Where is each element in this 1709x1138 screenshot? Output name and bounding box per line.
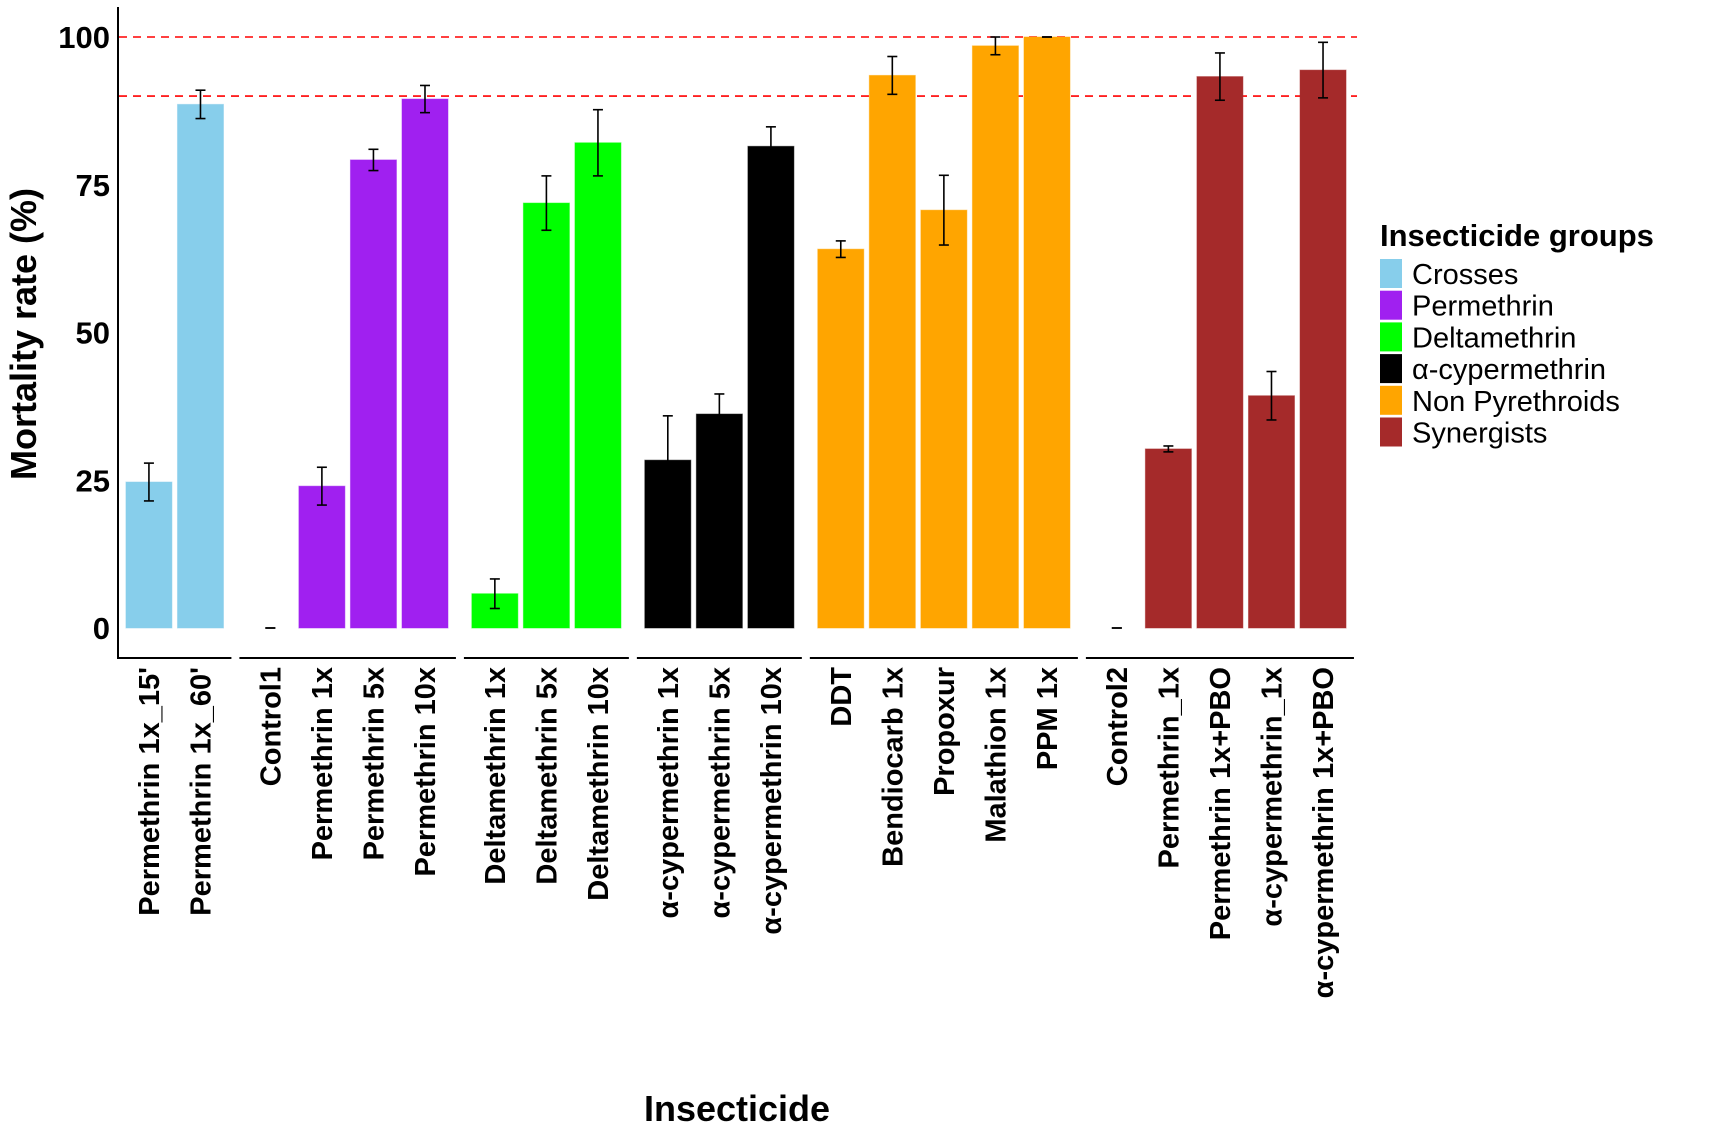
bar-permethrin-1x-60 xyxy=(176,103,224,629)
bar-propoxur xyxy=(920,209,968,629)
legend-key-non-pyrethroids xyxy=(1380,385,1402,415)
bar-cypermethrin-10x xyxy=(747,145,795,629)
legend-item-crosses: Crosses xyxy=(1380,259,1518,291)
bar-permethrin-1x xyxy=(1144,448,1192,629)
legend-item-deltamethrin: Deltamethrin xyxy=(1380,322,1576,354)
x-tick-label-ddt: DDT xyxy=(826,667,858,727)
y-tick-label-0: 0 xyxy=(93,611,110,646)
legend-key-permethrin xyxy=(1380,290,1402,320)
error-bar-cypermethrin-10x xyxy=(765,126,776,167)
legend-key-deltamethrin xyxy=(1380,322,1402,352)
error-bar-malathion-1x xyxy=(990,36,1001,56)
error-bar-cypermethrin-1x xyxy=(662,415,673,506)
bar-cypermethrin-1x xyxy=(1247,395,1295,629)
bar-malathion-1x xyxy=(971,45,1019,629)
bar-ppm-1x xyxy=(1023,36,1071,629)
legend-item-synergists: Synergists xyxy=(1380,417,1547,450)
error-bar-permethrin-5x xyxy=(368,148,379,172)
x-tick-label-control2: Control2 xyxy=(1102,667,1134,786)
bar-ddt xyxy=(817,248,865,629)
legend-key-crosses xyxy=(1380,259,1402,288)
x-tick-label-malathion-1x: Malathion 1x xyxy=(980,667,1012,843)
error-bar-cypermethrin-1x xyxy=(1266,370,1277,421)
bar-bendiocarb-1x xyxy=(868,74,916,629)
error-bar-deltamethrin-5x xyxy=(541,175,552,232)
error-bar-propoxur xyxy=(938,174,949,246)
bar-permethrin-1x xyxy=(298,485,346,629)
x-tick-label-deltamethrin-1x: Deltamethrin 1x xyxy=(480,667,512,885)
bar-cypermethrin-1x-pbo xyxy=(1299,69,1347,629)
bars xyxy=(125,36,1347,629)
x-tick-label-cypermethrin-1x: α-cypermethrin_1x xyxy=(1256,667,1288,927)
error-bar-permethrin-1x xyxy=(316,466,327,506)
bar-permethrin-10x xyxy=(401,98,449,629)
error-bar-deltamethrin-1x xyxy=(489,578,500,610)
legend-label-synergists: Synergists xyxy=(1412,418,1547,450)
y-tick-label-75: 75 xyxy=(76,168,110,203)
legend-label-crosses: Crosses xyxy=(1412,259,1518,291)
reference-lines xyxy=(119,36,1357,97)
x-axis-title: Insecticide xyxy=(644,1088,830,1129)
x-tick-label-deltamethrin-5x: Deltamethrin 5x xyxy=(531,667,563,885)
x-tick-label-permethrin-1x-60: Permethrin 1x_60' xyxy=(185,667,217,916)
x-tick-label-permethrin-10x: Permethrin 10x xyxy=(410,667,442,877)
error-bar-ddt xyxy=(835,240,846,259)
y-tick-label-25: 25 xyxy=(76,463,110,498)
error-bar-permethrin-1x xyxy=(1163,445,1174,453)
error-bar-permethrin-1x-pbo xyxy=(1214,52,1225,102)
x-tick-label-cypermethrin-10x: α-cypermethrin 10x xyxy=(756,667,788,935)
legend-item-cypermethrin: α-cypermethrin xyxy=(1380,354,1606,386)
legend-label-non-pyrethroids: Non Pyrethroids xyxy=(1412,386,1620,418)
x-tick-label-ppm-1x: PPM 1x xyxy=(1032,667,1064,770)
bar-deltamethrin-10x xyxy=(574,142,622,629)
error-bar-bendiocarb-1x xyxy=(887,55,898,96)
bar-deltamethrin-5x xyxy=(522,202,570,629)
error-bar-permethrin-1x-60 xyxy=(195,89,206,120)
x-tick-label-permethrin-1x: Permethrin 1x xyxy=(307,667,339,860)
legend-key-cypermethrin xyxy=(1380,354,1402,384)
y-tick-labels: 0 25 50 75 100 xyxy=(58,20,110,646)
legend-label-deltamethrin: Deltamethrin xyxy=(1412,322,1576,354)
y-tick-label-50: 50 xyxy=(76,316,110,351)
x-tick-label-permethrin-1x-pbo: Permethrin 1x+PBO xyxy=(1205,667,1237,940)
x-tick-label-permethrin-1x-15: Permethrin 1x_15' xyxy=(134,667,166,916)
bar-permethrin-5x xyxy=(349,159,397,629)
error-bars xyxy=(143,36,1329,629)
x-tick-label-cypermethrin-1x: α-cypermethrin 1x xyxy=(653,667,685,919)
legend-key-synergists xyxy=(1380,417,1402,447)
bar-permethrin-1x-15 xyxy=(125,481,173,629)
x-tick-label-control1: Control1 xyxy=(255,667,287,786)
legend-item-non-pyrethroids: Non Pyrethroids xyxy=(1380,385,1620,418)
error-bar-cypermethrin-5x xyxy=(714,393,725,435)
legend-label-cypermethrin: α-cypermethrin xyxy=(1412,354,1606,386)
x-tick-label-propoxur: Propoxur xyxy=(929,667,961,796)
x-tick-label-deltamethrin-10x: Deltamethrin 10x xyxy=(583,667,615,901)
x-tick-label-permethrin-1x: Permethrin_1x xyxy=(1153,667,1185,869)
bar-permethrin-1x-pbo xyxy=(1196,76,1244,629)
x-tick-label-cypermethrin-1x-pbo: α-cypermethrin 1x+PBO xyxy=(1308,667,1340,998)
x-tick-label-bendiocarb-1x: Bendiocarb 1x xyxy=(877,667,909,867)
legend-item-permethrin: Permethrin xyxy=(1380,290,1554,323)
error-bar-permethrin-10x xyxy=(419,84,430,114)
x-tick-label-permethrin-5x: Permethrin 5x xyxy=(358,667,390,860)
bar-cypermethrin-5x xyxy=(695,413,743,629)
x-tick-labels: Permethrin 1x_15' Permethrin 1x_60' Contro… xyxy=(134,667,1340,999)
error-bar-cypermethrin-1x-pbo xyxy=(1318,41,1329,99)
y-tick-label-100: 100 xyxy=(58,20,110,55)
error-bar-deltamethrin-10x xyxy=(592,108,603,177)
legend-title: Insecticide groups xyxy=(1380,218,1654,253)
x-tick-label-cypermethrin-5x: α-cypermethrin 5x xyxy=(704,667,736,919)
y-axis-title: Mortality rate (%) xyxy=(3,188,44,480)
legend-items: CrossesPermethrinDeltamethrinα-cypermeth… xyxy=(1380,259,1620,450)
legend-label-permethrin: Permethrin xyxy=(1412,291,1554,323)
legend: Insecticide groups CrossesPermethrinDelt… xyxy=(1380,218,1654,450)
error-bar-permethrin-1x-15 xyxy=(143,462,154,502)
